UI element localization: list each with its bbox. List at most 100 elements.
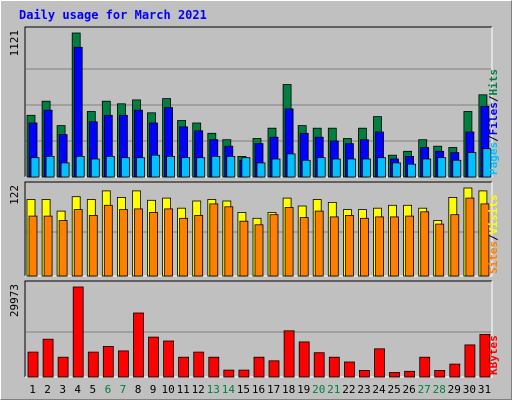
bar-kbytes-day-12 [193,351,205,378]
x-tick-label-day-6: 6 [105,383,112,396]
legend-visits: Visits [487,195,500,235]
bar-kbytes-day-9 [148,336,159,378]
x-tick-label-day-28: 28 [433,383,446,396]
bar-kbytes-day-17 [268,360,280,378]
x-tick-label-day-21: 21 [327,383,340,396]
bar-sites-day-12 [194,214,204,277]
bar-kbytes-day-13 [208,356,220,378]
bar-pages-day-19 [301,159,311,178]
legend-separator: / [487,135,500,142]
bar-sites-day-1 [28,215,38,277]
x-tick-label-day-4: 4 [74,383,81,396]
bar-sites-day-10 [164,208,174,277]
bar-pages-day-10 [166,155,176,178]
bar-sites-day-29 [450,214,460,277]
visits-sites-panel-border-dark [24,181,492,276]
x-tick-label-day-24: 24 [372,383,386,396]
bar-kbytes-day-4 [72,286,84,378]
bar-pages-day-5 [90,158,100,178]
bar-kbytes-day-1 [27,351,39,378]
x-tick-label-day-26: 26 [402,383,415,396]
bar-kbytes-day-6 [102,345,114,378]
x-tick-label-day-31: 31 [478,383,491,396]
bar-pages-day-16 [256,162,266,178]
bar-pages-day-28 [437,157,447,178]
bar-pages-day-31 [482,148,492,178]
bar-kbytes-day-26 [404,370,416,378]
x-tick-label-day-22: 22 [342,383,355,396]
x-tick-label-day-19: 19 [297,383,310,396]
visits-sites-ymax-label: 122 [8,185,21,205]
kbytes-legend: KBytes [487,335,500,375]
bar-kbytes-day-22 [343,361,355,378]
bar-pages-day-12 [196,157,206,178]
bar-pages-day-20 [316,157,326,178]
bar-pages-day-3 [60,162,70,178]
bar-sites-day-16 [254,224,264,277]
bar-sites-day-11 [179,217,189,277]
hits-files-pages-ymax-label: 1121 [8,30,21,57]
bar-sites-day-17 [269,214,279,277]
legend-separator: / [487,234,500,241]
x-tick-label-day-9: 9 [150,383,157,396]
x-tick-label-day-12: 12 [192,383,205,396]
bar-sites-day-3 [58,220,68,277]
bar-kbytes-day-8 [133,312,144,378]
bar-pages-day-4 [75,155,85,178]
bar-kbytes-day-25 [389,372,400,378]
bar-kbytes-day-7 [118,350,129,378]
bar-kbytes-day-10 [163,340,175,378]
bar-kbytes-day-24 [374,348,385,378]
x-tick-label-day-17: 17 [267,383,280,396]
bar-sites-day-7 [119,209,128,277]
x-tick-label-day-7: 7 [120,383,127,396]
bar-sites-day-24 [375,216,384,277]
x-tick-label-day-11: 11 [177,383,190,396]
x-tick-label-day-8: 8 [135,383,142,396]
bar-pages-day-6 [105,155,115,178]
legend-kbytes: KBytes [487,335,500,375]
bar-pages-day-26 [407,163,417,178]
bar-pages-day-30 [467,152,477,178]
bar-sites-day-25 [390,216,399,277]
bar-sites-day-5 [88,214,98,277]
x-tick-label-day-29: 29 [448,383,461,396]
bar-kbytes-day-18 [283,330,295,378]
x-tick-label-day-23: 23 [357,383,370,396]
bar-sites-day-13 [209,203,219,277]
bar-kbytes-day-28 [434,369,446,378]
bar-sites-day-30 [465,197,475,277]
bar-sites-day-9 [149,212,158,277]
bar-sites-day-22 [344,214,354,277]
bar-pages-day-2 [45,155,55,178]
bar-kbytes-day-23 [358,369,370,378]
bar-kbytes-day-2 [42,338,54,378]
bar-kbytes-day-16 [253,356,265,378]
bar-pages-day-17 [271,158,281,178]
bar-sites-day-20 [314,210,324,277]
x-tick-label-day-25: 25 [387,383,400,396]
x-tick-label-day-20: 20 [312,383,325,396]
bar-sites-day-15 [239,220,249,277]
bar-kbytes-day-19 [298,341,310,378]
bar-sites-day-2 [43,215,53,277]
chart-title: Daily usage for March 2021 [19,8,207,22]
bar-sites-day-6 [103,204,113,277]
bar-kbytes-day-3 [57,356,69,378]
bar-pages-day-11 [181,157,191,178]
x-tick-label-day-30: 30 [463,383,476,396]
bar-pages-day-29 [452,159,462,178]
x-tick-label-day-13: 13 [207,383,220,396]
legend-separator: / [487,95,500,102]
bar-sites-day-14 [224,206,234,277]
x-tick-label-day-27: 27 [418,383,431,396]
bar-sites-day-19 [299,217,309,277]
bar-kbytes-day-11 [178,356,190,378]
bar-kbytes-day-31 [479,333,491,378]
bar-kbytes-day-14 [223,369,235,378]
bar-sites-day-26 [405,215,415,277]
bar-sites-day-31 [480,203,490,277]
x-tick-label-day-16: 16 [252,383,265,396]
bar-sites-day-28 [435,223,445,277]
